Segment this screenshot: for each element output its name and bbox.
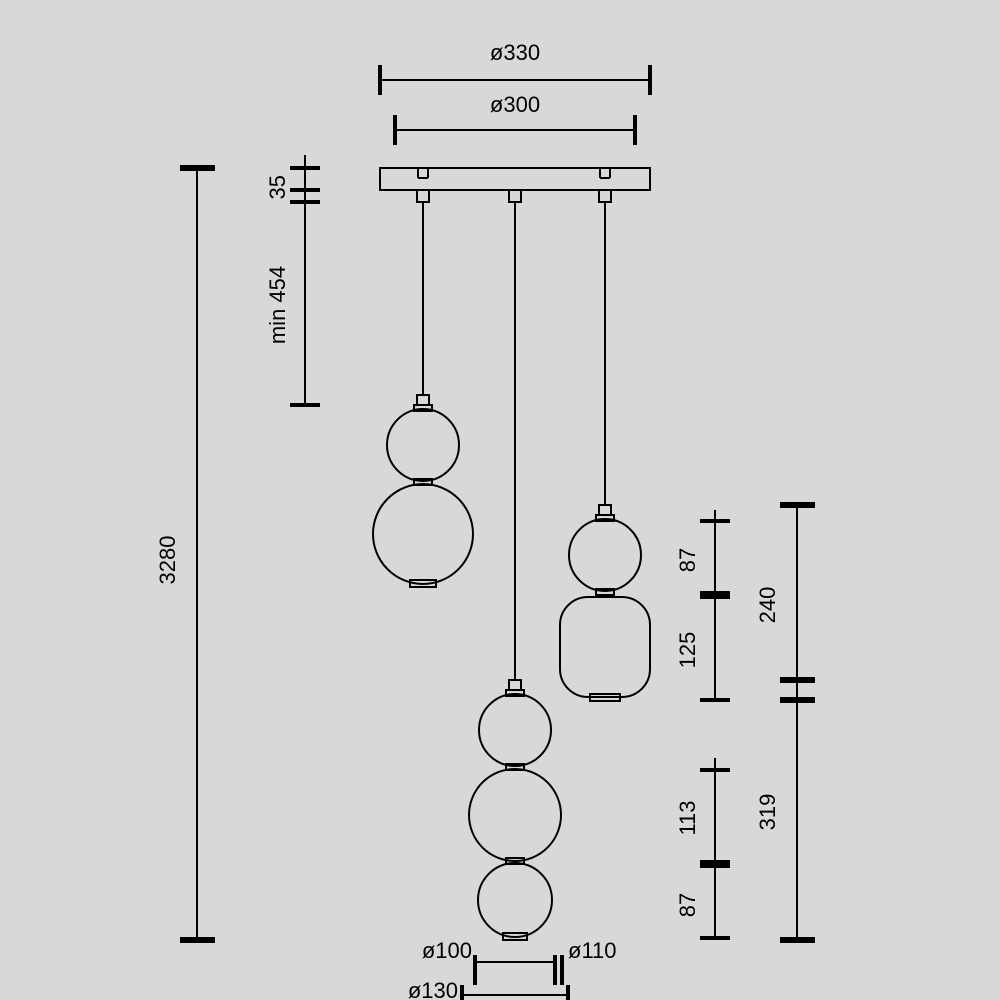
dim-right-87: 87: [675, 510, 730, 605]
dim-top-300: ø300: [395, 92, 635, 145]
dim-plate-35: 35: [265, 155, 320, 205]
svg-text:ø100: ø100: [422, 938, 472, 963]
dim-right-240: 240: [755, 505, 815, 700]
svg-text:3280: 3280: [155, 536, 180, 585]
svg-text:113: 113: [675, 800, 700, 835]
dim-min-454: min 454: [265, 202, 320, 405]
pendant-center: [469, 202, 561, 940]
dim-bottom-130: ø130: [408, 978, 568, 1000]
svg-text:240: 240: [755, 587, 780, 624]
dim-center-319: 319: [755, 680, 815, 940]
svg-text:35: 35: [265, 175, 290, 199]
svg-text:87: 87: [675, 548, 700, 572]
svg-text:ø330: ø330: [490, 40, 540, 65]
ceiling-plate: [380, 168, 650, 202]
svg-text:87: 87: [675, 893, 700, 917]
svg-text:ø130: ø130: [408, 978, 458, 1000]
svg-text:min 454: min 454: [265, 266, 290, 344]
dim-right-125: 125: [675, 597, 730, 700]
dim-center-87: 87: [675, 866, 730, 938]
svg-text:125: 125: [675, 632, 700, 669]
pendant-left: [373, 202, 473, 587]
svg-text:ø300: ø300: [490, 92, 540, 117]
svg-text:ø110: ø110: [568, 938, 617, 963]
dim-top-330: ø330: [380, 40, 650, 95]
svg-text:319: 319: [755, 794, 780, 831]
dim-center-113: 113: [675, 758, 730, 873]
pendant-right: [560, 202, 650, 701]
dim-overall-3280: 3280: [155, 168, 215, 940]
